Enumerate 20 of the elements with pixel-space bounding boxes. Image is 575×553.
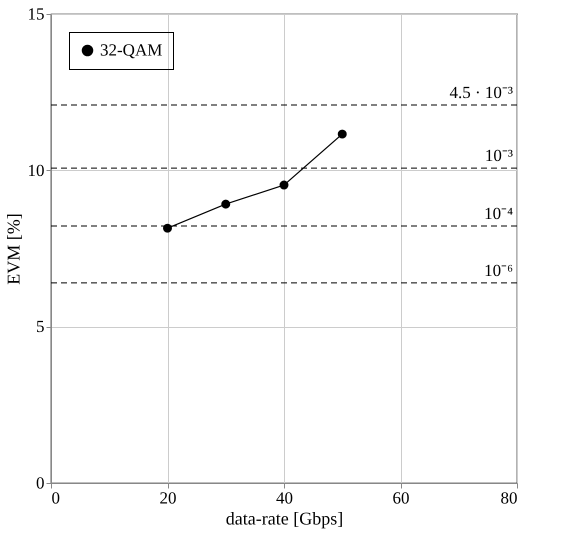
x-tick-label: 80 <box>500 488 518 508</box>
point <box>221 200 230 209</box>
legend-label: 32-QAM <box>100 40 162 60</box>
point <box>163 224 172 233</box>
y-axis-title: EVM [%] <box>4 213 24 285</box>
x-tick-label: 0 <box>52 488 60 508</box>
y-tick-label: 0 <box>36 474 44 492</box>
x-axis-title: data-rate [Gbps] <box>226 508 344 528</box>
y-tick-label: 10 <box>28 160 44 180</box>
x-tick-label: 20 <box>160 488 176 508</box>
ref-line-label: 10⁻⁴ <box>484 204 514 223</box>
y-tick-label: 5 <box>36 317 44 336</box>
ref-line-label: 4.5 · 10⁻³ <box>449 82 513 102</box>
ref-line-label: 10⁻³ <box>484 146 513 166</box>
y-tick-label: 15 <box>28 4 44 24</box>
ref-line-label: 10⁻⁶ <box>484 260 514 280</box>
x-tick-label: 60 <box>392 488 410 508</box>
point <box>338 130 347 139</box>
x-tick-label: 40 <box>276 488 293 508</box>
point <box>280 180 288 190</box>
